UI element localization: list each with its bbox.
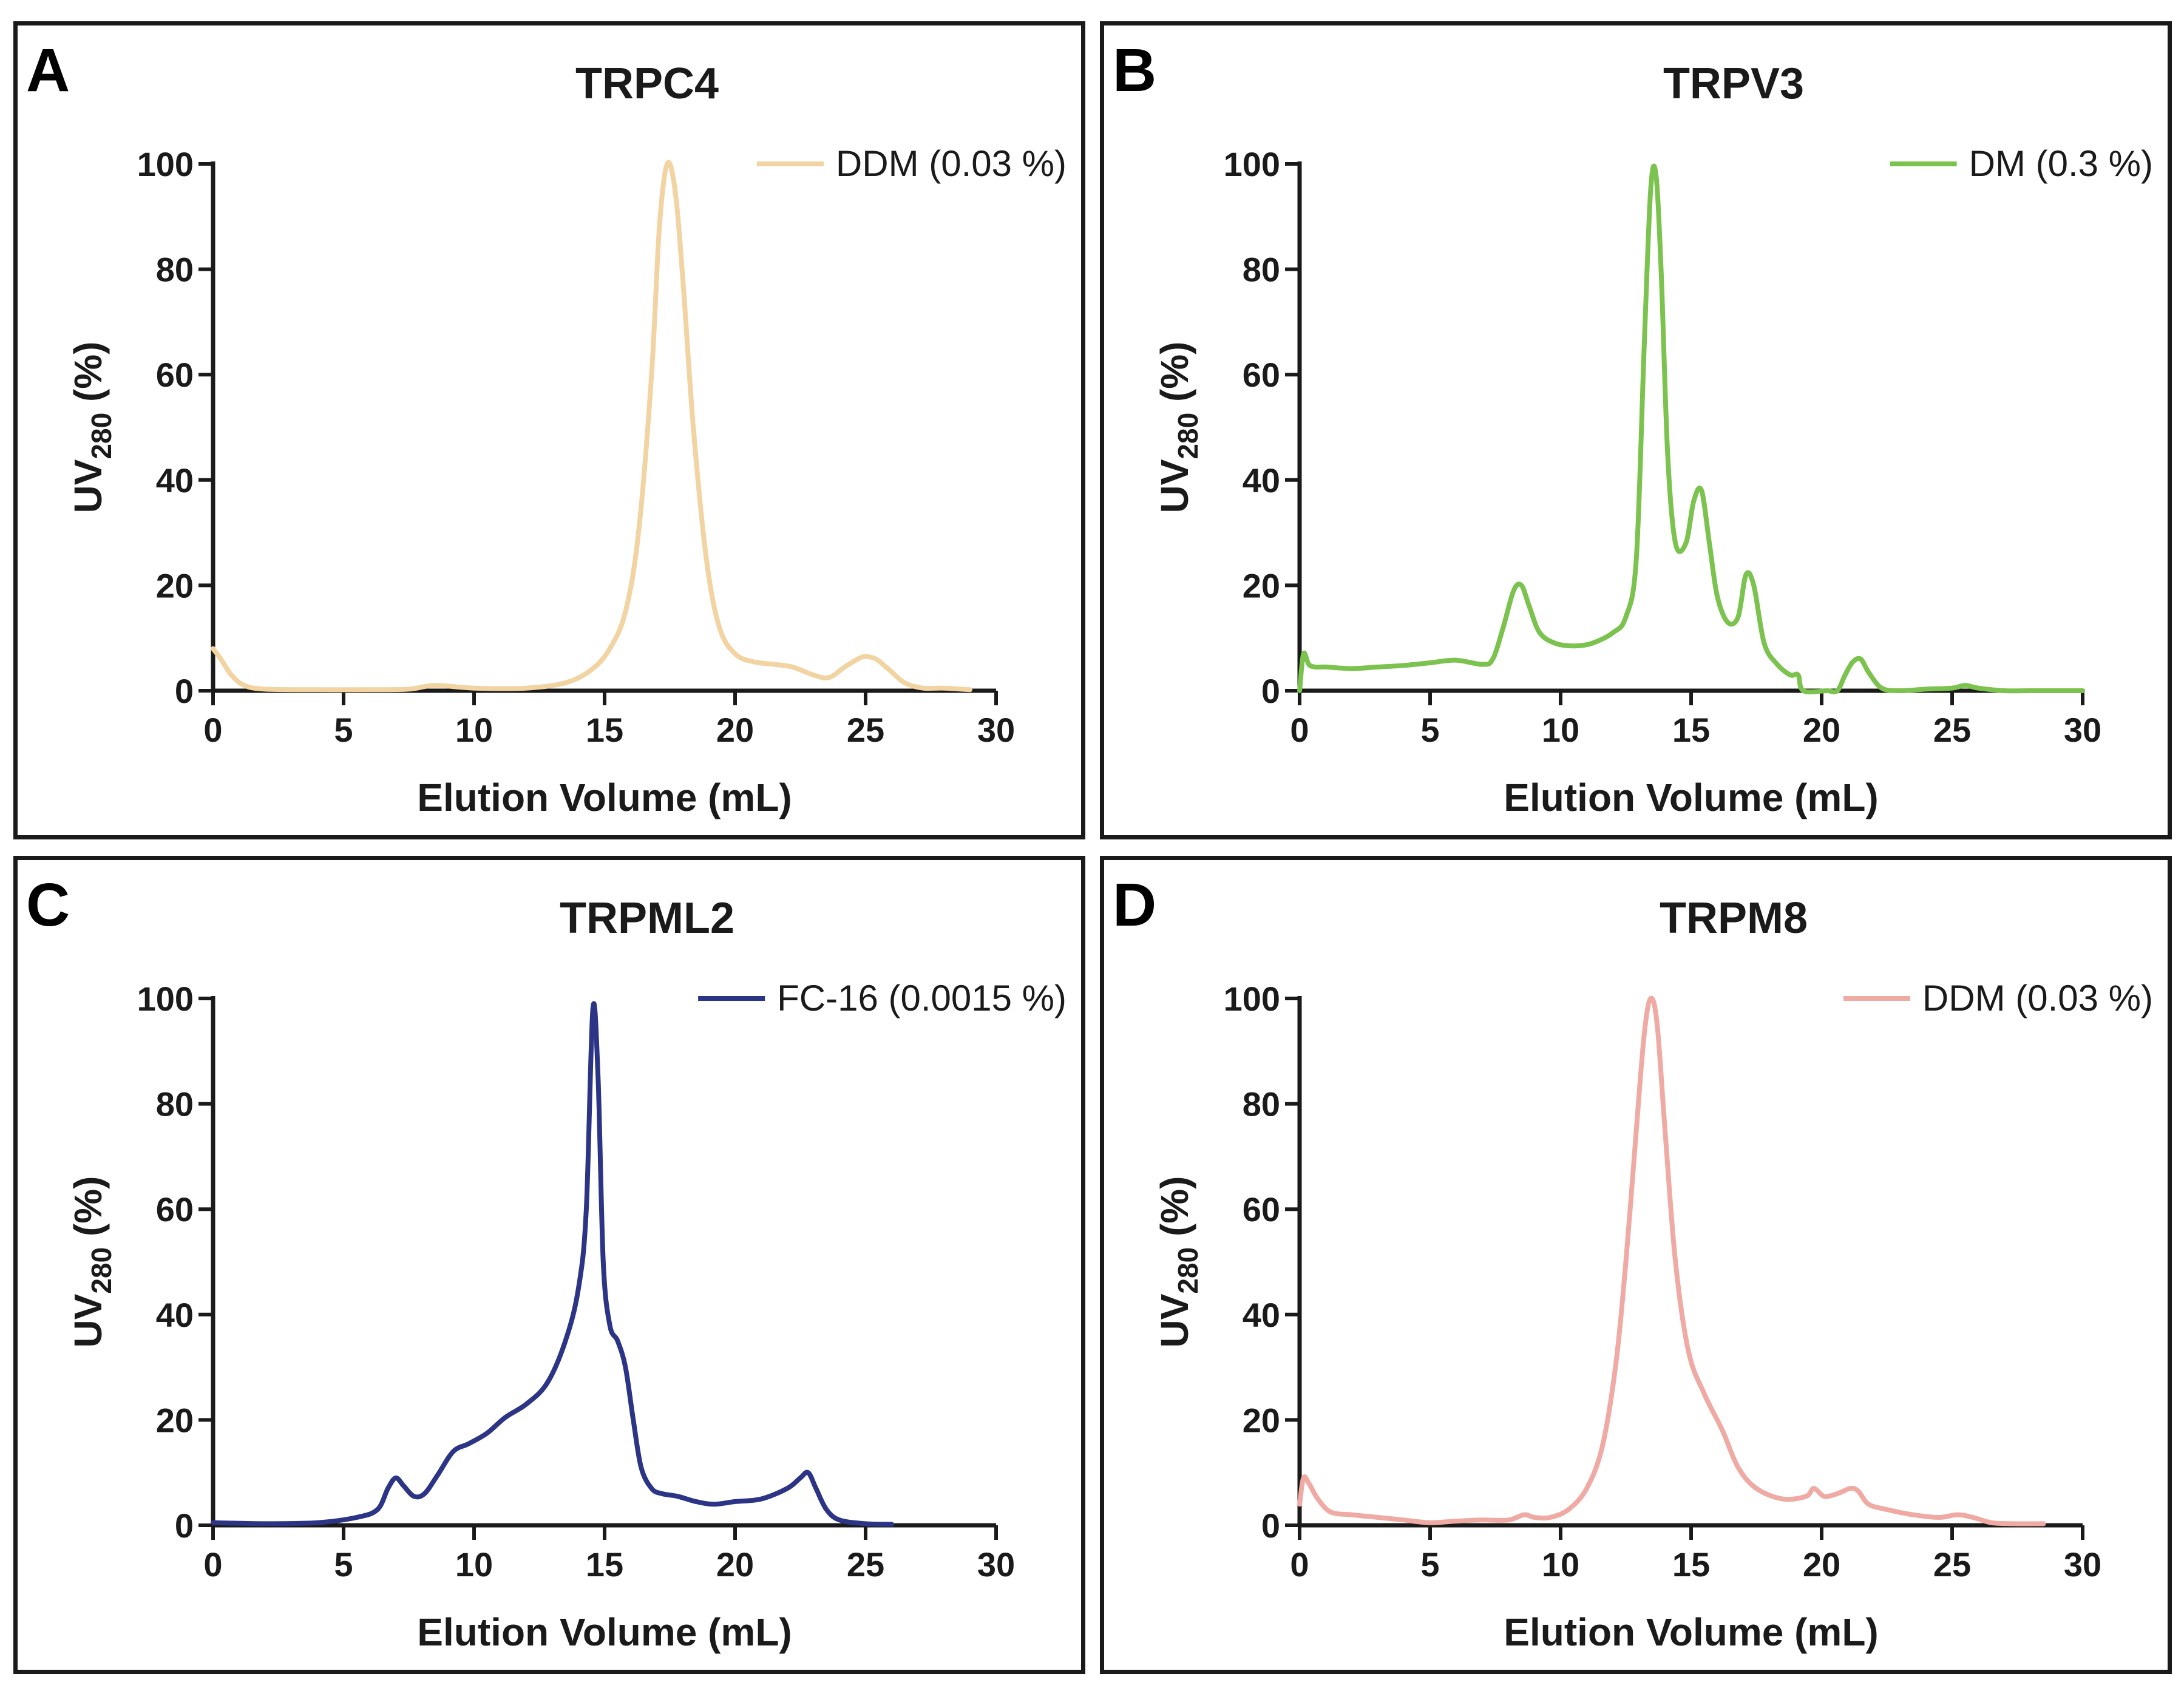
chart-svg: D TRPM8 0 20 40 60 80 100 0 5 10 15 20 25 30 Elution Vo… xyxy=(1113,871,2153,1654)
y-axis-label: UV280 (%) xyxy=(66,342,117,513)
y-tick-label: 40 xyxy=(156,1296,194,1334)
series-line xyxy=(1297,163,2085,694)
x-tick-label: 0 xyxy=(1290,711,1309,749)
chart-title: TRPV3 xyxy=(1663,59,1804,108)
panel-letter: A xyxy=(26,36,70,104)
x-tick-label: 20 xyxy=(1803,711,1840,749)
x-tick-label: 0 xyxy=(203,1545,222,1584)
x-tick-label: 10 xyxy=(1542,1545,1579,1584)
y-tick-label: 80 xyxy=(156,1085,194,1123)
y-tick-label: 20 xyxy=(1243,566,1280,605)
y-tick-label: 40 xyxy=(156,461,194,500)
x-tick-label: 5 xyxy=(1420,711,1439,749)
y-tick-label: 100 xyxy=(137,980,194,1018)
y-tick-label: 20 xyxy=(156,1401,194,1439)
x-tick-label: 10 xyxy=(455,1545,493,1584)
y-tick-label: 80 xyxy=(156,251,194,289)
x-tick-label: 0 xyxy=(203,711,222,749)
chart-title: TRPM8 xyxy=(1660,894,1808,943)
x-tick-label: 20 xyxy=(716,1545,754,1584)
chart-title: TRPC4 xyxy=(575,59,719,108)
y-tick-label: 60 xyxy=(1243,1190,1280,1228)
x-tick-label: 15 xyxy=(1672,711,1710,749)
series-line xyxy=(211,1001,894,1527)
chart-panel-c: C TRPML2 0 20 40 60 80 100 0 5 10 15 20 25 30 Elution V… xyxy=(13,856,1085,1674)
y-axis-label: UV280 (%) xyxy=(1153,1176,1204,1348)
x-tick-label: 30 xyxy=(2064,711,2101,749)
legend-label: DDM (0.03 %) xyxy=(836,143,1067,184)
y-tick-label: 20 xyxy=(156,566,194,605)
legend-label: DDM (0.03 %) xyxy=(1922,978,2153,1018)
x-tick-label: 20 xyxy=(1803,1545,1840,1584)
y-axis-label: UV280 (%) xyxy=(66,1176,117,1348)
x-tick-label: 10 xyxy=(1542,711,1579,749)
chart-title: TRPML2 xyxy=(560,894,734,943)
series-line xyxy=(211,160,972,693)
x-tick-label: 5 xyxy=(1420,1545,1439,1584)
y-tick-label: 60 xyxy=(156,356,194,394)
y-tick-label: 100 xyxy=(1224,145,1280,183)
chart-svg: C TRPML2 0 20 40 60 80 100 0 5 10 15 20 25 30 Elution V… xyxy=(26,871,1067,1654)
x-tick-label: 25 xyxy=(1933,711,1971,749)
x-tick-label: 5 xyxy=(334,711,353,749)
x-tick-label: 15 xyxy=(586,711,623,749)
y-tick-label: 0 xyxy=(175,672,194,710)
x-tick-label: 25 xyxy=(847,1545,884,1584)
x-axis-label: Elution Volume (mL) xyxy=(1504,1610,1878,1654)
x-tick-label: 30 xyxy=(977,711,1015,749)
chart-panel-d: D TRPM8 0 20 40 60 80 100 0 5 10 15 20 25 30 Elution Vo… xyxy=(1100,856,2172,1674)
y-tick-label: 60 xyxy=(1243,356,1280,394)
panel-letter: D xyxy=(1113,871,1156,939)
y-tick-label: 0 xyxy=(1261,672,1280,710)
legend-label: DM (0.3 %) xyxy=(1969,143,2153,184)
panel-letter: B xyxy=(1113,36,1156,104)
x-tick-label: 15 xyxy=(1672,1545,1710,1584)
y-tick-label: 0 xyxy=(175,1506,194,1545)
y-tick-label: 40 xyxy=(1243,1296,1280,1334)
x-tick-label: 0 xyxy=(1290,1545,1309,1584)
series-line xyxy=(1297,995,2046,1527)
chart-svg: A TRPC4 0 20 40 60 80 100 0 5 10 15 20 25 30 Elution Vo… xyxy=(26,36,1067,819)
x-axis-label: Elution Volume (mL) xyxy=(417,1610,792,1654)
legend-label: FC-16 (0.0015 %) xyxy=(777,978,1067,1018)
x-tick-label: 5 xyxy=(334,1545,353,1584)
x-tick-label: 30 xyxy=(977,1545,1015,1584)
y-tick-label: 0 xyxy=(1261,1506,1280,1545)
chart-svg: B TRPV3 0 20 40 60 80 100 0 5 10 15 20 25 30 Elution Vo… xyxy=(1113,36,2153,819)
x-tick-label: 20 xyxy=(716,711,754,749)
y-axis-label: UV280 (%) xyxy=(1153,342,1204,513)
x-tick-label: 10 xyxy=(455,711,493,749)
x-axis-label: Elution Volume (mL) xyxy=(1504,776,1878,819)
x-tick-label: 30 xyxy=(2064,1545,2101,1584)
y-tick-label: 100 xyxy=(1224,980,1280,1018)
x-axis-label: Elution Volume (mL) xyxy=(417,776,792,819)
y-tick-label: 80 xyxy=(1243,251,1280,289)
chart-panel-b: B TRPV3 0 20 40 60 80 100 0 5 10 15 20 25 30 Elution Vo… xyxy=(1100,21,2172,839)
chart-panel-a: A TRPC4 0 20 40 60 80 100 0 5 10 15 20 25 30 Elution Vo… xyxy=(13,21,1085,839)
y-tick-label: 100 xyxy=(137,145,194,183)
panel-letter: C xyxy=(26,871,70,939)
y-tick-label: 60 xyxy=(156,1190,194,1228)
x-tick-label: 25 xyxy=(847,711,884,749)
x-tick-label: 15 xyxy=(586,1545,623,1584)
y-tick-label: 20 xyxy=(1243,1401,1280,1439)
x-tick-label: 25 xyxy=(1933,1545,1971,1584)
y-tick-label: 80 xyxy=(1243,1085,1280,1123)
y-tick-label: 40 xyxy=(1243,461,1280,500)
